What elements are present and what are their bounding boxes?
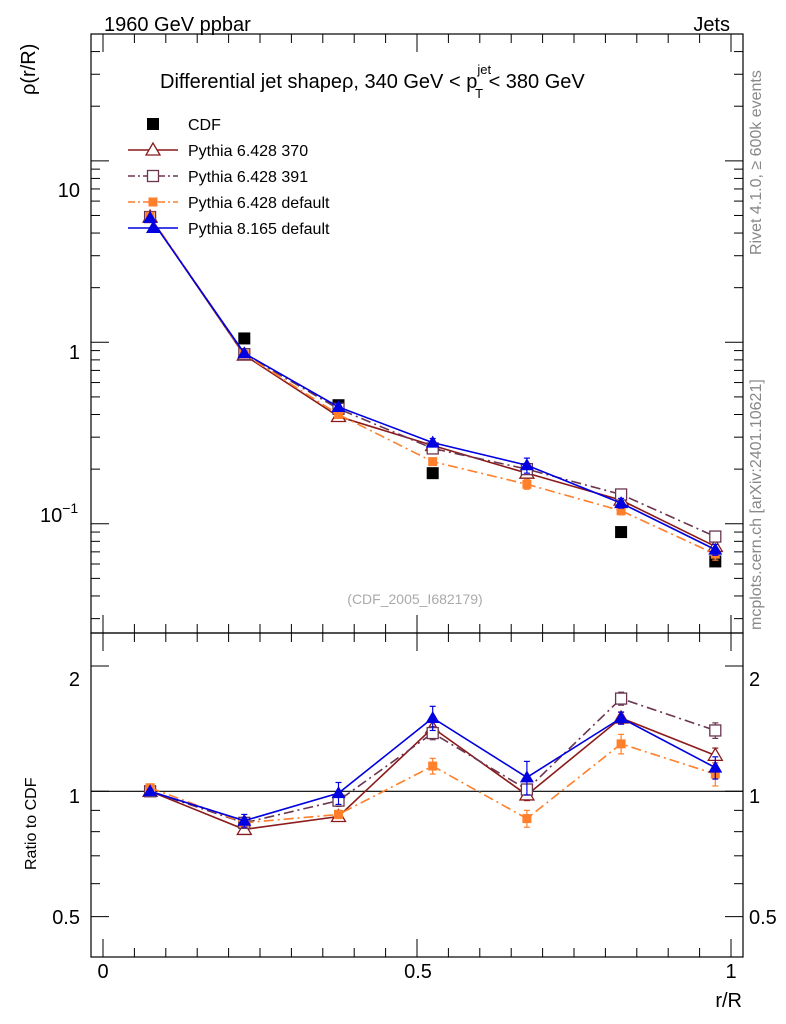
data-point-pythia8_default bbox=[614, 496, 629, 509]
main-y-label: ρ(r/R) bbox=[18, 44, 40, 95]
ratio-y-tick-label-right-1: 1 bbox=[749, 786, 760, 808]
data-point-pythia8_default bbox=[331, 399, 346, 412]
data-point-pythia6_default bbox=[522, 479, 532, 489]
legend: CDF Pythia 6.428 370 Pythia 6.428 391 Pythi… bbox=[128, 117, 330, 238]
data-point-pythia8_default bbox=[237, 346, 252, 359]
data-point-pythia6_391 bbox=[709, 724, 722, 737]
ratio-y-label: Ratio to CDF bbox=[23, 777, 40, 870]
data-point-pythia6_391 bbox=[614, 692, 628, 705]
ratio-y-tick-label-0.5: 0.5 bbox=[52, 907, 80, 929]
data-point-cdf bbox=[238, 332, 251, 345]
data-point-pythia8_default bbox=[237, 813, 252, 826]
data-point-pythia6_default bbox=[616, 506, 626, 516]
data-point-pythia8_default bbox=[614, 710, 629, 723]
data-point-pythia8_default bbox=[143, 784, 158, 797]
data-point-pythia8_default bbox=[708, 542, 723, 555]
x-tick-label-0.5: 0.5 bbox=[404, 961, 432, 983]
series-line-pythia6_391 bbox=[149, 216, 716, 538]
legend-label-pythia6_370: Pythia 6.428 370 bbox=[188, 143, 308, 160]
main-title: Differential jet shapeρ, 340 GeV < pjet T… bbox=[160, 62, 585, 101]
x-tick-label-0: 0 bbox=[97, 961, 108, 983]
mcplots-label: mcplots.cern.ch [arXiv:2401.10621] bbox=[748, 379, 765, 630]
ratio-y-tick-label-right-0.5: 0.5 bbox=[749, 907, 777, 929]
y-tick-label-10: 10 bbox=[58, 180, 80, 202]
data-point-pythia8_default bbox=[425, 435, 440, 448]
series-line-pythia8_default bbox=[149, 217, 716, 551]
ratio-y-tick-label-1: 1 bbox=[69, 786, 80, 808]
y-tick-label-1: 1 bbox=[69, 342, 80, 364]
legend-label-pythia6_default: Pythia 6.428 default bbox=[188, 195, 330, 212]
rivet-label: Rivet 4.1.0, ≥ 600k events bbox=[748, 70, 765, 255]
ratio-y-tick-label-right-2: 2 bbox=[749, 669, 760, 691]
main-axis-ticks bbox=[91, 33, 743, 633]
legend-marker-pythia8_default bbox=[146, 221, 160, 233]
data-point-cdf bbox=[615, 526, 628, 539]
legend-label-pythia6_391: Pythia 6.428 391 bbox=[188, 169, 308, 186]
x-tick-label-1: 1 bbox=[725, 961, 736, 983]
legend-marker-pythia6_391 bbox=[146, 169, 160, 183]
series-line-pythia6_default bbox=[149, 215, 716, 555]
collision-label: 1960 GeV ppbar bbox=[104, 14, 251, 36]
data-point-cdf bbox=[426, 467, 439, 480]
legend-label-pythia8_default: Pythia 8.165 default bbox=[188, 221, 330, 238]
series-line-pythia6_default bbox=[149, 742, 716, 824]
data-point-pythia6_default bbox=[522, 814, 532, 824]
data-point-pythia6_default bbox=[616, 739, 626, 749]
data-point-pythia6_391 bbox=[709, 530, 722, 543]
ratio-series-group bbox=[141, 691, 724, 836]
y-tick-label-0.1: 10−1 bbox=[40, 500, 78, 527]
data-point-pythia6_default bbox=[334, 809, 343, 819]
analysis-watermark: (CDF_2005_I682179) bbox=[347, 591, 482, 607]
data-point-pythia6_default bbox=[428, 457, 438, 467]
data-point-pythia8_default bbox=[708, 760, 723, 773]
legend-marker-cdf bbox=[147, 118, 159, 130]
data-point-pythia6_default bbox=[334, 410, 343, 420]
x-axis-label: r/R bbox=[715, 990, 742, 1012]
data-point-pythia8_default bbox=[519, 458, 534, 471]
process-label: Jets bbox=[693, 14, 730, 36]
data-point-pythia8_default bbox=[519, 770, 534, 783]
legend-label-cdf: CDF bbox=[188, 117, 221, 134]
data-point-pythia8_default bbox=[331, 786, 346, 799]
ratio-panel-frame bbox=[90, 632, 744, 958]
data-point-pythia8_default bbox=[425, 710, 440, 723]
ratio-axis-ticks bbox=[91, 633, 743, 958]
legend-marker-pythia6_370 bbox=[144, 141, 162, 156]
series-line-pythia6_370 bbox=[149, 216, 716, 548]
main-series-group bbox=[141, 208, 724, 568]
data-point-pythia6_default bbox=[428, 761, 438, 771]
legend-marker-pythia6_default bbox=[148, 197, 158, 207]
ratio-y-tick-label-2: 2 bbox=[69, 669, 80, 691]
data-point-pythia8_default bbox=[143, 210, 158, 223]
